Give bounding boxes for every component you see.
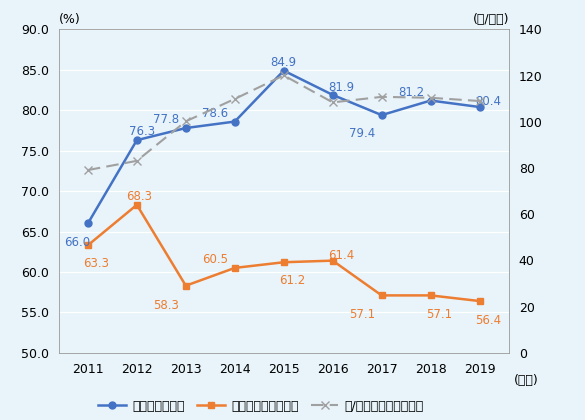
Text: 77.8: 77.8 bbox=[153, 113, 180, 126]
輸出拡大を図る bbox=[183, 126, 190, 131]
輸出拡大を図る bbox=[476, 105, 483, 110]
Text: 60.5: 60.5 bbox=[202, 253, 228, 266]
Text: 80.4: 80.4 bbox=[475, 95, 501, 108]
海外進出拡大を図る bbox=[280, 260, 287, 265]
円/ドルレート（右軸） bbox=[183, 119, 190, 124]
Text: 57.1: 57.1 bbox=[349, 308, 375, 321]
輸出拡大を図る bbox=[84, 221, 91, 226]
Text: 81.9: 81.9 bbox=[328, 81, 354, 94]
輸出拡大を図る bbox=[427, 98, 434, 103]
円/ドルレート（右軸） bbox=[476, 98, 483, 103]
Text: 81.2: 81.2 bbox=[398, 86, 424, 99]
Line: 円/ドルレート（右軸）: 円/ドルレート（右軸） bbox=[84, 71, 484, 174]
海外進出拡大を図る bbox=[427, 293, 434, 298]
輸出拡大を図る bbox=[280, 68, 287, 73]
Text: 58.3: 58.3 bbox=[153, 299, 179, 312]
円/ドルレート（右軸） bbox=[329, 100, 336, 105]
Text: 68.3: 68.3 bbox=[126, 190, 153, 203]
輸出拡大を図る bbox=[329, 92, 336, 97]
Text: (%): (%) bbox=[58, 13, 80, 26]
海外進出拡大を図る bbox=[476, 299, 483, 304]
輸出拡大を図る bbox=[378, 113, 385, 118]
輸出拡大を図る bbox=[133, 138, 140, 143]
Text: 76.3: 76.3 bbox=[129, 125, 156, 138]
Text: 79.4: 79.4 bbox=[349, 127, 376, 140]
海外進出拡大を図る bbox=[133, 202, 140, 207]
円/ドルレート（右軸） bbox=[231, 97, 238, 102]
海外進出拡大を図る bbox=[329, 258, 336, 263]
Text: 56.4: 56.4 bbox=[475, 314, 501, 327]
円/ドルレート（右軸） bbox=[84, 168, 91, 173]
円/ドルレート（右軸） bbox=[280, 73, 287, 78]
Text: 61.4: 61.4 bbox=[328, 249, 354, 262]
Line: 輸出拡大を図る: 輸出拡大を図る bbox=[84, 67, 483, 227]
Text: (年度): (年度) bbox=[514, 374, 538, 387]
円/ドルレート（右軸） bbox=[133, 158, 140, 163]
Text: 84.9: 84.9 bbox=[271, 56, 297, 69]
Text: 61.2: 61.2 bbox=[279, 274, 305, 287]
Text: 57.1: 57.1 bbox=[426, 308, 452, 321]
Text: (円/ドル): (円/ドル) bbox=[473, 13, 509, 26]
輸出拡大を図る bbox=[231, 119, 238, 124]
Legend: 輸出拡大を図る, 海外進出拡大を図る, 円/ドルレート（右軸）: 輸出拡大を図る, 海外進出拡大を図る, 円/ドルレート（右軸） bbox=[94, 395, 429, 418]
Text: 78.6: 78.6 bbox=[202, 107, 228, 120]
円/ドルレート（右軸） bbox=[427, 95, 434, 100]
海外進出拡大を図る bbox=[231, 265, 238, 270]
海外進出拡大を図る bbox=[378, 293, 385, 298]
海外進出拡大を図る bbox=[84, 243, 91, 248]
円/ドルレート（右軸） bbox=[378, 94, 385, 100]
Text: 66.0: 66.0 bbox=[64, 236, 90, 249]
海外進出拡大を図る bbox=[183, 283, 190, 288]
Line: 海外進出拡大を図る: 海外進出拡大を図る bbox=[84, 201, 483, 304]
Text: 63.3: 63.3 bbox=[83, 257, 109, 270]
